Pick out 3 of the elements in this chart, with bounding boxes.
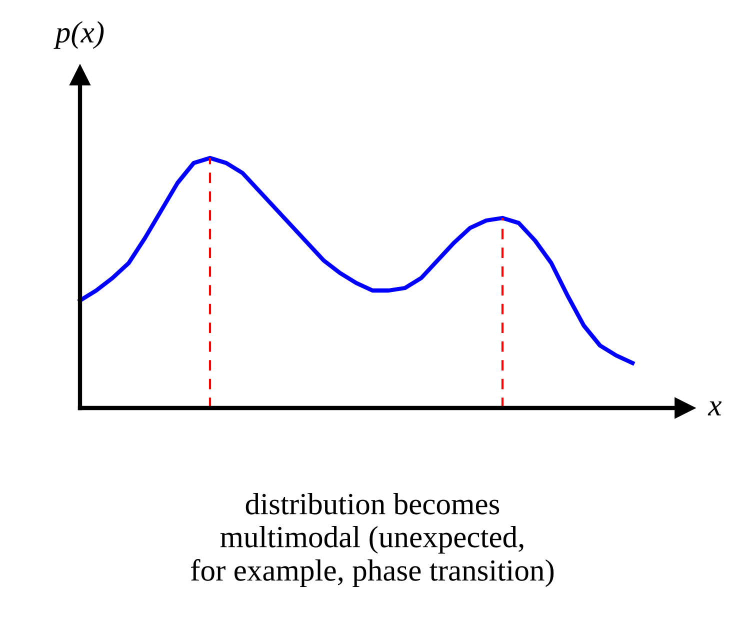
x-axis-title: x (708, 401, 722, 416)
y-axis-title: p(x) (54, 21, 104, 49)
text: distribution becomes multimodal (unexpected, for example, phase transition) (191, 492, 554, 588)
